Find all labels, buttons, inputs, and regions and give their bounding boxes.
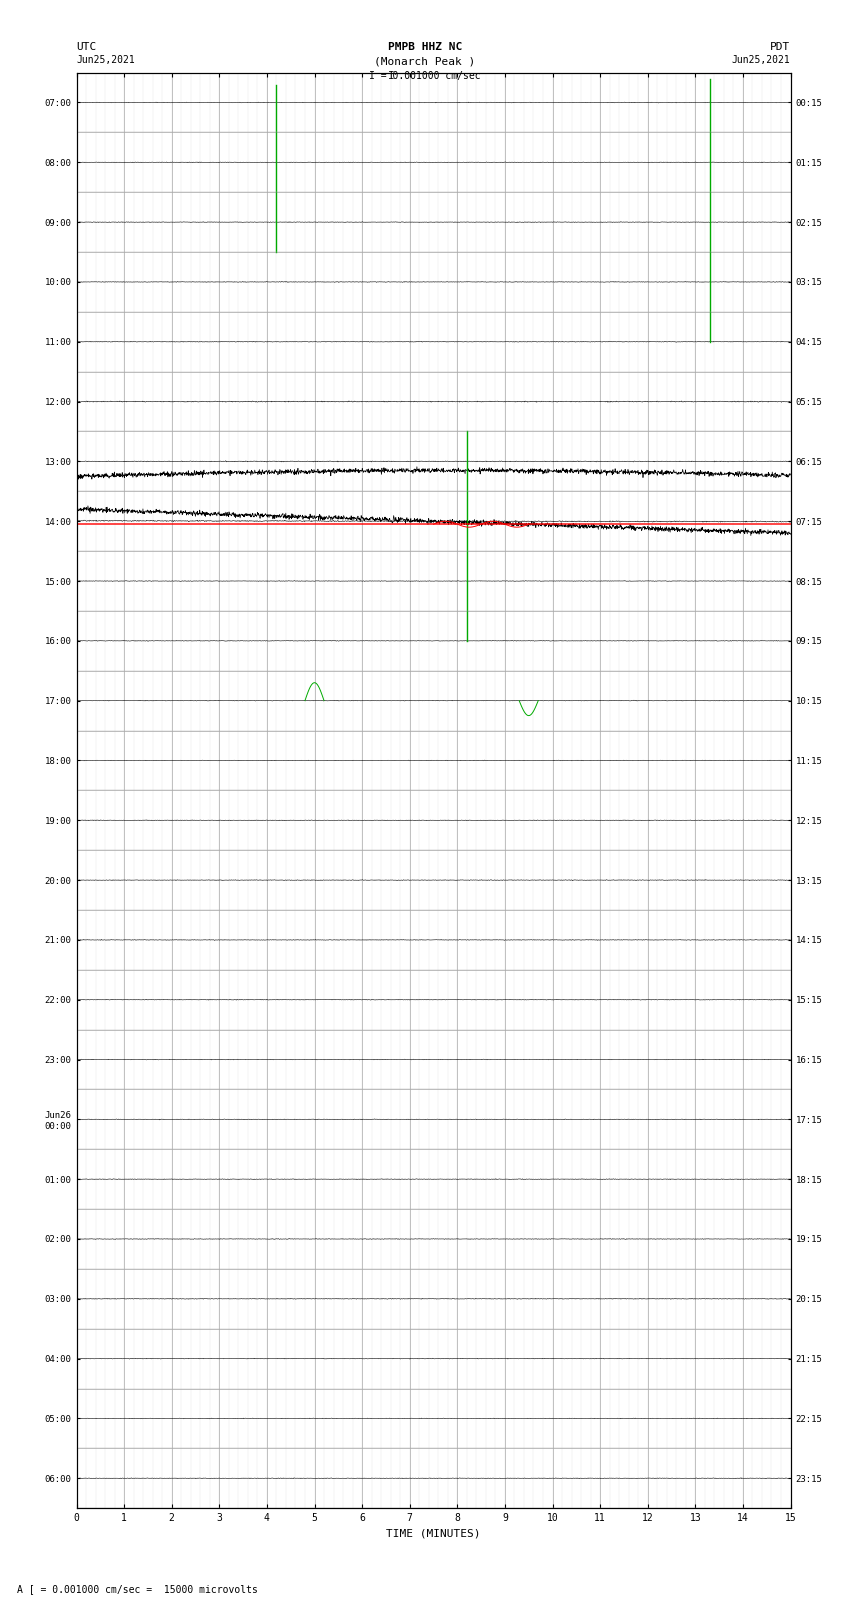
X-axis label: TIME (MINUTES): TIME (MINUTES) xyxy=(386,1529,481,1539)
Text: A [ = 0.001000 cm/sec =  15000 microvolts: A [ = 0.001000 cm/sec = 15000 microvolts xyxy=(17,1584,258,1594)
Text: (Monarch Peak ): (Monarch Peak ) xyxy=(374,56,476,66)
Text: I: I xyxy=(388,71,394,81)
Text: Jun25,2021: Jun25,2021 xyxy=(76,55,135,65)
Text: Jun25,2021: Jun25,2021 xyxy=(732,55,791,65)
Text: PDT: PDT xyxy=(770,42,790,52)
Text: UTC: UTC xyxy=(76,42,97,52)
Text: PMPB HHZ NC: PMPB HHZ NC xyxy=(388,42,462,52)
Text: I = 0.001000 cm/sec: I = 0.001000 cm/sec xyxy=(369,71,481,81)
